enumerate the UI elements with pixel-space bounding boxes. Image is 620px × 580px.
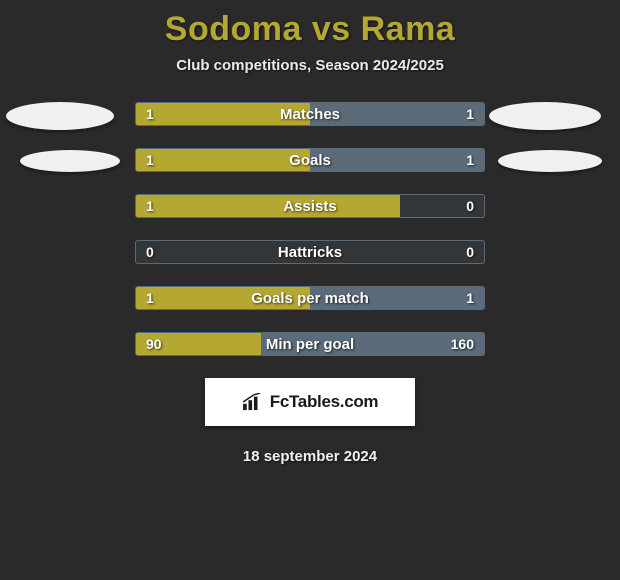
bar-left [136,195,400,217]
brand-text: FcTables.com [270,392,379,412]
subtitle: Club competitions, Season 2024/2025 [0,57,620,74]
stat-row: 00Hattricks [135,240,485,264]
bar-spacer [136,241,484,263]
chart-area: 11Matches 11Goals 10Assists 00Hattricks 11Go… [0,102,620,356]
stat-row: 90160Min per goal [135,332,485,356]
right-player-ellipse [489,102,601,130]
bar-right [310,149,484,171]
bar-left [136,333,261,355]
bar-left [136,103,310,125]
bar-right [310,103,484,125]
left-player-ellipse [20,150,120,172]
bar-right [310,287,484,309]
stat-row: 11Goals [135,148,485,172]
bar-left [136,149,310,171]
stat-row: 11Matches [135,102,485,126]
stat-row: 10Assists [135,194,485,218]
bar-spacer [400,195,484,217]
left-player-ellipse [6,102,114,130]
right-player-ellipse [498,150,602,172]
infographic-container: Sodoma vs Rama Club competitions, Season… [0,0,620,580]
brand-badge: FcTables.com [205,378,415,426]
bar-right [261,333,484,355]
brand-chart-icon [242,393,264,411]
stat-row: 11Goals per match [135,286,485,310]
date-label: 18 september 2024 [0,448,620,465]
bar-left [136,287,310,309]
page-title: Sodoma vs Rama [0,0,620,49]
